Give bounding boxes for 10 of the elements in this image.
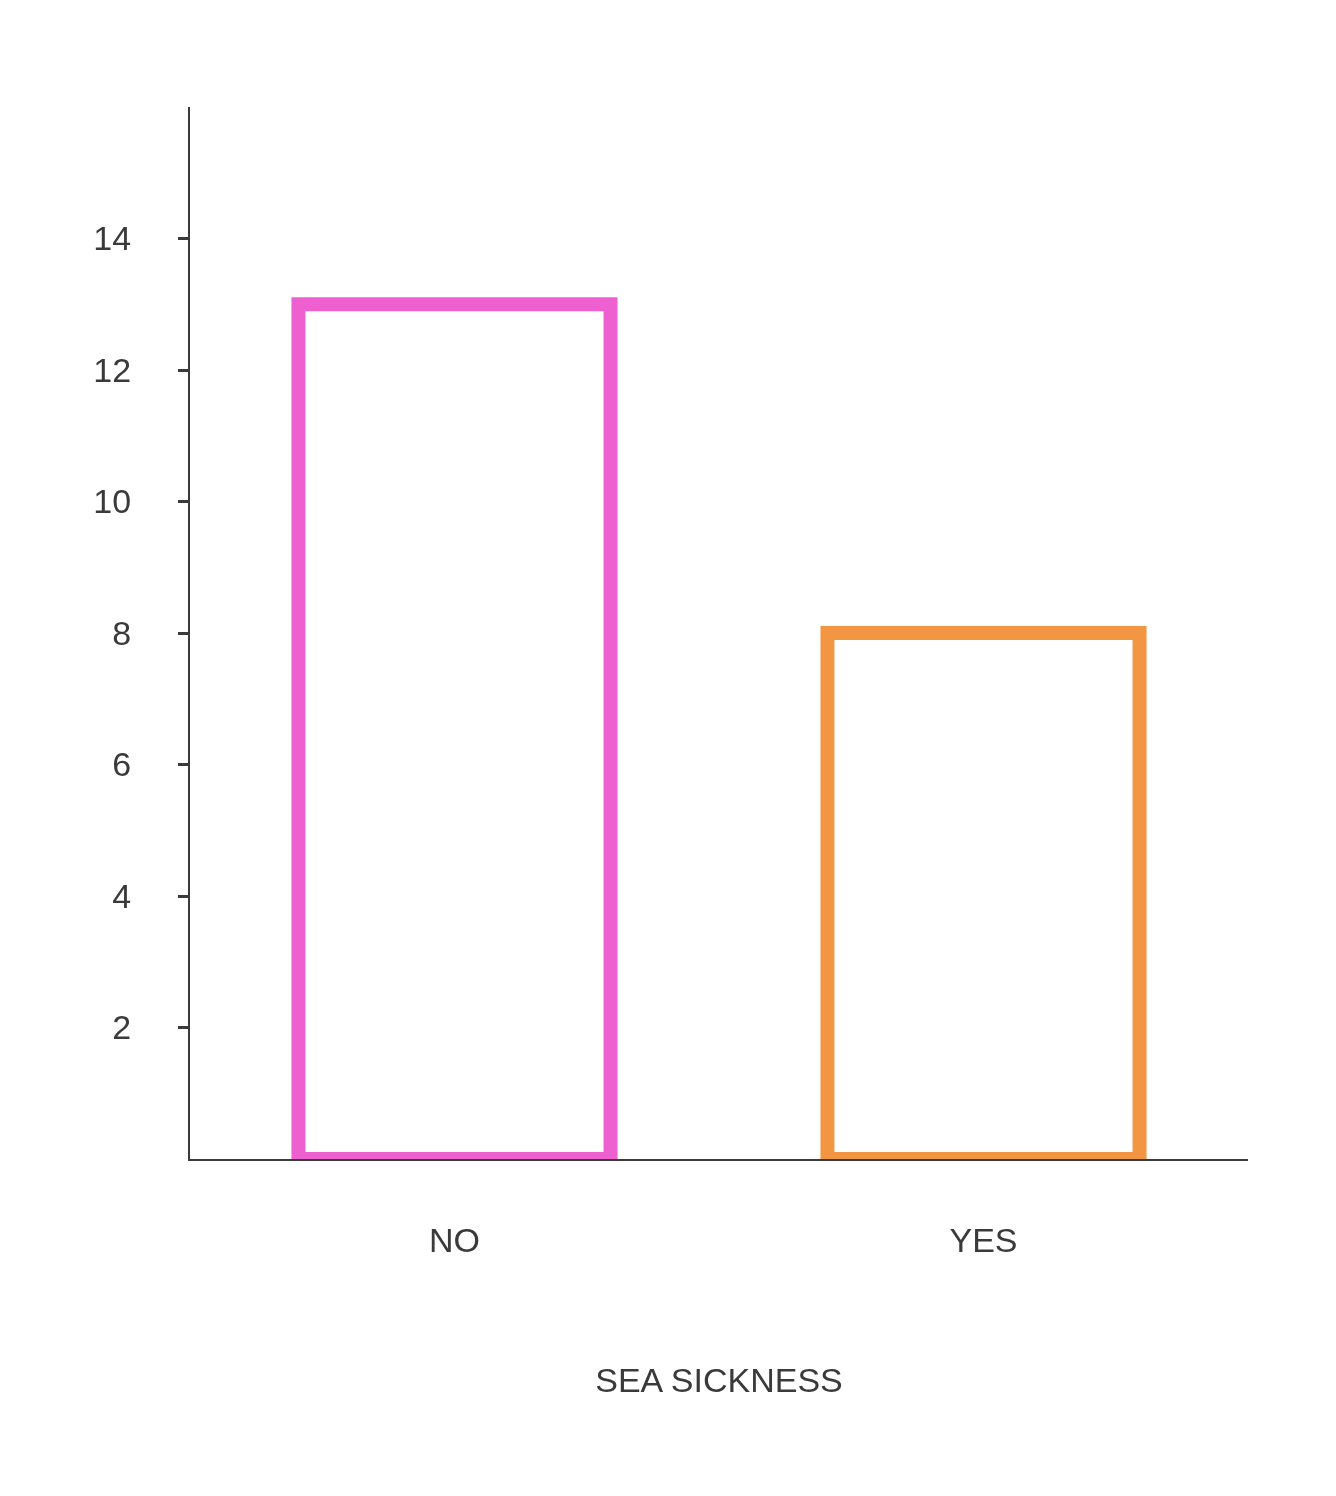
y-tick-label: 10 [93, 482, 132, 521]
x-tick-label: YES [949, 1220, 1018, 1259]
y-tick-label: 14 [93, 219, 132, 258]
x-tick-label: NO [429, 1220, 480, 1259]
y-tick-label: 8 [112, 613, 132, 652]
x-axis-title: SEA SICKNESS [595, 1360, 843, 1399]
y-tick-label: 6 [112, 745, 132, 784]
y-tick-label: 2 [112, 1008, 132, 1047]
y-tick-label: 12 [93, 350, 132, 389]
y-tick-label: 4 [112, 876, 132, 915]
